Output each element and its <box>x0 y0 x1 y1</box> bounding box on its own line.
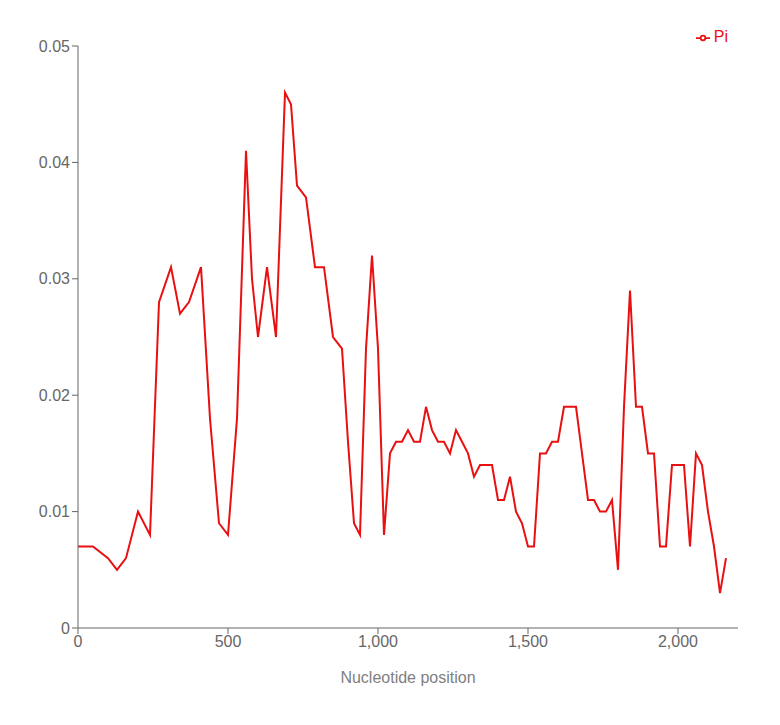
svg-text:0.02: 0.02 <box>39 387 70 404</box>
svg-text:1,500: 1,500 <box>508 633 548 650</box>
svg-text:1,000: 1,000 <box>358 633 398 650</box>
svg-text:0: 0 <box>74 633 83 650</box>
svg-text:2,000: 2,000 <box>658 633 698 650</box>
html-text:Pi: Pi <box>713 28 728 45</box>
svg-text:0.04: 0.04 <box>39 154 70 171</box>
svg-text:Nucleotide position: Nucleotide position <box>340 669 475 686</box>
svg-text:0: 0 <box>61 620 70 637</box>
svg-text:0.03: 0.03 <box>39 270 70 287</box>
svg-text:0.01: 0.01 <box>39 503 70 520</box>
svg-text:500: 500 <box>215 633 242 650</box>
svg-text:0.05: 0.05 <box>39 38 70 55</box>
